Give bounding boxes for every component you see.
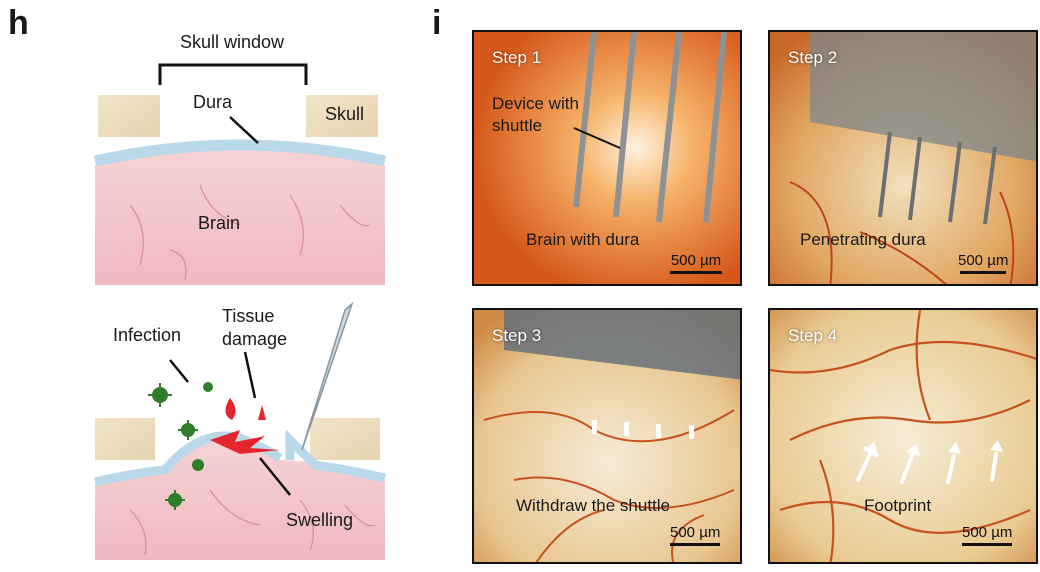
photo-step-2: Step 2 Penetrating dura 500 µm xyxy=(768,30,1038,286)
step-1-scale-bar: 500 µm xyxy=(670,252,722,274)
photo-step-4: Step 4 Footprint 500 µm xyxy=(768,308,1038,564)
photo-step-3: Step 3 Withdraw the shuttle 500 µm xyxy=(472,308,742,564)
skull-right-block-2 xyxy=(310,418,380,460)
tissue-damage-mark xyxy=(210,430,280,454)
tissue-damage-label-1: Tissue xyxy=(222,306,275,326)
device-with-shuttle-label-1: Device with xyxy=(492,94,579,113)
step-1-label: Step 1 xyxy=(492,48,542,67)
step-2-caption: Penetrating dura xyxy=(800,230,926,249)
step-3-scale-bar: 500 µm xyxy=(670,524,720,546)
swelling-label: Swelling xyxy=(286,510,354,530)
step-3-label: Step 3 xyxy=(492,326,542,345)
step-4-caption: Footprint xyxy=(864,496,932,515)
complications-schematic xyxy=(94,301,387,560)
dura-label: Dura xyxy=(193,92,233,112)
tissue-damage-pointer xyxy=(243,351,257,399)
photo-step-1: Step 1 Device with shuttle Brain with du… xyxy=(472,30,742,286)
skull-right-block xyxy=(306,95,378,137)
dura-layer xyxy=(93,139,387,167)
dura-pointer xyxy=(229,116,259,144)
skull-left-block-2 xyxy=(95,418,155,460)
step-3-caption: Withdraw the shuttle xyxy=(516,496,671,515)
skull-window-schematic xyxy=(93,63,387,285)
step-2-scale-bar: 500 µm xyxy=(958,252,1008,274)
step-4-label: Step 4 xyxy=(788,326,838,345)
tissue-damage-label-2: damage xyxy=(222,329,288,349)
skull-left-block xyxy=(98,95,160,137)
step-1-caption: Brain with dura xyxy=(526,230,640,249)
step-4-scale-bar: 500 µm xyxy=(962,524,1012,546)
skull-label: Skull xyxy=(325,104,365,124)
skull-window-bracket xyxy=(158,63,308,85)
needle xyxy=(301,301,354,451)
brain-label: Brain xyxy=(198,213,241,233)
step-2-label: Step 2 xyxy=(788,48,838,67)
skull-window-label: Skull window xyxy=(180,32,285,52)
device-with-shuttle-label-2: shuttle xyxy=(492,116,543,135)
brain-region xyxy=(95,150,385,285)
panel-letter-h: h xyxy=(8,4,29,42)
infection-pointer xyxy=(169,359,189,383)
infection-label: Infection xyxy=(113,325,182,345)
panel-letter-i: i xyxy=(432,4,442,42)
swelling-pointer xyxy=(259,457,291,496)
